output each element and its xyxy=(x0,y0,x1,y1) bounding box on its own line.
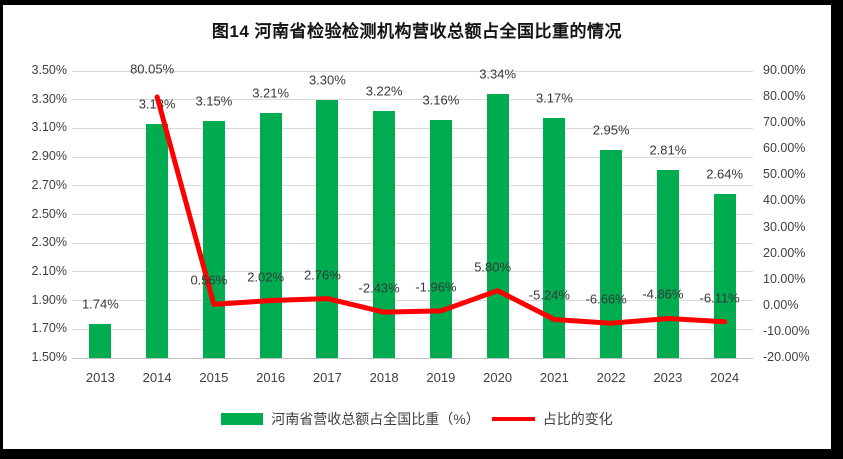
bar xyxy=(259,112,282,358)
gridline xyxy=(72,242,753,244)
left-axis-tick: 1.70% xyxy=(31,321,67,336)
bar-value-label: 3.34% xyxy=(479,66,517,82)
bar-value-label: 3.30% xyxy=(308,72,346,88)
right-axis-tick: 90.00% xyxy=(763,63,806,77)
plot-area: 3.50% 3.30% 3.10% 2.90% 2.70% 2.50% 2.30% 2.10%… xyxy=(3,5,831,449)
gridline xyxy=(72,357,753,359)
line-value-label: 5.80% xyxy=(474,259,512,275)
left-axis-tick: 3.10% xyxy=(31,120,67,135)
x-axis-label: 2023 xyxy=(653,370,683,385)
gridline xyxy=(72,214,753,215)
legend-line-swatch xyxy=(491,417,535,421)
x-axis-label: 2013 xyxy=(85,370,115,385)
left-axis-tick: 2.70% xyxy=(31,177,67,192)
bar-value-label: 3.21% xyxy=(252,85,290,101)
line-value-label: 0.56% xyxy=(190,272,228,288)
bar-value-label: 2.95% xyxy=(592,122,630,138)
left-axis-tick: 1.90% xyxy=(31,292,67,307)
bar xyxy=(543,118,566,358)
gridline xyxy=(72,185,753,187)
legend-item-bar-series: 河南省营收总额占全国比重（%） xyxy=(221,409,480,429)
chart-title: 图14 河南省检验检测机构营收总额占全国比重的情况 xyxy=(211,22,623,41)
line-value-label: -6.66% xyxy=(585,291,627,307)
right-axis-tick: 10.00% xyxy=(763,271,806,286)
bar xyxy=(316,99,339,358)
x-axis-label: 2020 xyxy=(483,370,513,385)
left-axis-tick: 3.30% xyxy=(31,91,67,106)
bar-value-label: 3.15% xyxy=(195,93,233,109)
right-axis-tick: 0.00% xyxy=(763,297,799,312)
trend-line xyxy=(154,94,728,326)
bar xyxy=(600,149,623,358)
x-axis-label: 2015 xyxy=(199,370,229,385)
gridline xyxy=(72,328,753,330)
right-axis-tick: -20.00% xyxy=(763,350,810,364)
x-axis-label: 2021 xyxy=(539,370,569,385)
bar xyxy=(146,124,169,358)
right-axis-tick: 50.00% xyxy=(763,167,806,182)
left-axis-tick: 3.50% xyxy=(31,63,67,77)
x-axis-label: 2024 xyxy=(710,370,740,385)
gridline xyxy=(72,127,753,129)
left-axis-tick: 2.30% xyxy=(31,235,67,250)
bar xyxy=(373,111,396,358)
gridline xyxy=(72,99,753,101)
legend: 河南省营收总额占全国比重（%） 占比的变化 xyxy=(3,409,831,429)
line-value-label: -5.24% xyxy=(528,287,570,303)
right-axis-tick: 30.00% xyxy=(763,219,806,234)
legend-bar-swatch xyxy=(221,413,264,425)
line-value-label: -4.86% xyxy=(642,286,684,302)
left-axis-tick: 2.10% xyxy=(31,263,67,278)
bar-value-label: 2.64% xyxy=(706,166,744,182)
legend-item-line-series: 占比的变化 xyxy=(491,409,613,429)
bar-value-label: 3.16% xyxy=(422,92,460,108)
right-axis-tick: 20.00% xyxy=(763,245,806,260)
bar-value-label: 3.22% xyxy=(365,83,403,99)
x-axis-label: 2018 xyxy=(369,370,399,385)
legend-line-series-label: 占比的变化 xyxy=(542,411,613,427)
x-axis-label: 2017 xyxy=(312,370,342,385)
legend-bar-series-label: 河南省营收总额占全国比重（%） xyxy=(271,411,480,427)
right-axis-tick: 80.00% xyxy=(763,89,806,104)
left-axis-tick: 1.50% xyxy=(31,350,67,364)
line-value-label: -2.43% xyxy=(358,280,400,296)
right-axis-tick: 70.00% xyxy=(763,115,806,130)
right-axis-tick: -10.00% xyxy=(763,323,810,338)
gridline xyxy=(72,156,753,158)
line-value-label: 80.05% xyxy=(130,61,175,77)
left-axis-tick: 2.90% xyxy=(31,149,67,164)
x-axis-label: 2019 xyxy=(426,370,456,385)
line-value-label: 2.02% xyxy=(247,269,285,285)
x-axis-label: 2014 xyxy=(142,370,172,385)
gridline xyxy=(72,300,753,302)
line-value-label: -1.96% xyxy=(415,279,457,295)
bar xyxy=(656,170,679,358)
gridline xyxy=(72,70,753,72)
bar xyxy=(713,194,736,358)
bar-value-label: 1.74% xyxy=(81,296,119,312)
left-axis-tick: 2.50% xyxy=(31,206,67,221)
bar xyxy=(202,121,225,358)
trend-line-layer xyxy=(154,94,728,326)
right-axis-tick: 40.00% xyxy=(763,193,806,208)
bar-value-label: 2.81% xyxy=(649,142,687,158)
gridline xyxy=(72,271,753,273)
bar xyxy=(429,119,452,358)
right-axis-tick: 60.00% xyxy=(763,141,806,156)
x-axis-label: 2016 xyxy=(256,370,286,385)
bar-value-label: 3.17% xyxy=(535,90,573,106)
line-value-label: -6.11% xyxy=(699,290,740,306)
bar xyxy=(89,323,112,358)
x-axis-label: 2022 xyxy=(596,370,626,385)
line-value-label: 2.76% xyxy=(303,267,341,283)
